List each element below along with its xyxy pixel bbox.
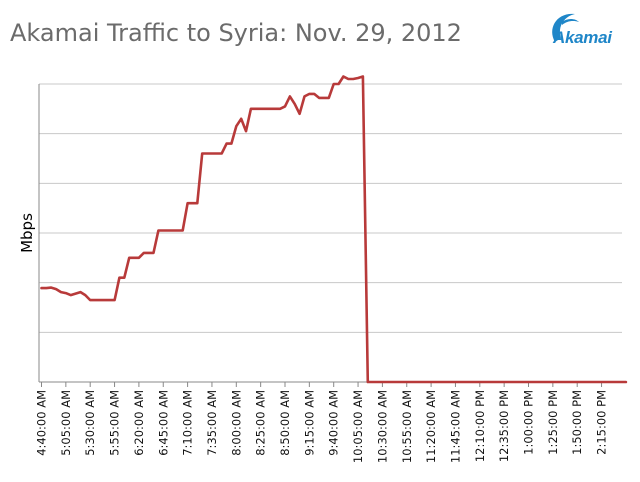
x-tick-label: 5:05:00 AM [59, 390, 73, 456]
x-tick-label: 1:50:00 PM [570, 390, 584, 455]
x-tick-label: 11:20:00 AM [424, 390, 438, 463]
x-tick-label: 7:35:00 AM [205, 390, 219, 456]
chart-title: Akamai Traffic to Syria: Nov. 29, 2012 [10, 19, 462, 47]
x-tick-label: 4:40:00 AM [35, 390, 49, 456]
x-tick-label: 11:45:00 AM [448, 390, 462, 463]
y-axis-label: Mbps [18, 213, 36, 253]
x-tick-label: 6:20:00 AM [132, 390, 146, 456]
x-tick-label: 5:55:00 AM [108, 390, 122, 456]
x-tick-label: 1:25:00 PM [546, 390, 560, 455]
logo-text: Akamai [553, 28, 612, 47]
x-tick-label: 10:05:00 AM [351, 390, 365, 463]
x-tick-label: 9:40:00 AM [327, 390, 341, 456]
x-tick-label: 6:45:00 AM [156, 390, 170, 456]
x-tick-label: 2:15:00 PM [595, 390, 609, 455]
akamai-swoosh-icon [552, 13, 579, 42]
akamai-logo: Akamai [545, 8, 633, 50]
x-tick-label: 5:30:00 AM [83, 390, 97, 456]
x-tick-label: 12:10:00 PM [473, 390, 487, 462]
x-tick-label: 8:00:00 AM [229, 390, 243, 456]
x-tick-label: 10:30:00 AM [375, 390, 389, 463]
x-tick-label: 9:15:00 AM [302, 390, 316, 456]
series-line [40, 75, 628, 384]
x-tick-label: 10:55:00 AM [400, 390, 414, 463]
x-tick-label: 1:00:00 PM [522, 390, 536, 455]
x-tick-label: 7:10:00 AM [181, 390, 195, 456]
x-tick-label: 12:35:00 PM [497, 390, 511, 462]
x-tick-label: 8:25:00 AM [254, 390, 268, 456]
x-tick-label: 8:50:00 AM [278, 390, 292, 456]
